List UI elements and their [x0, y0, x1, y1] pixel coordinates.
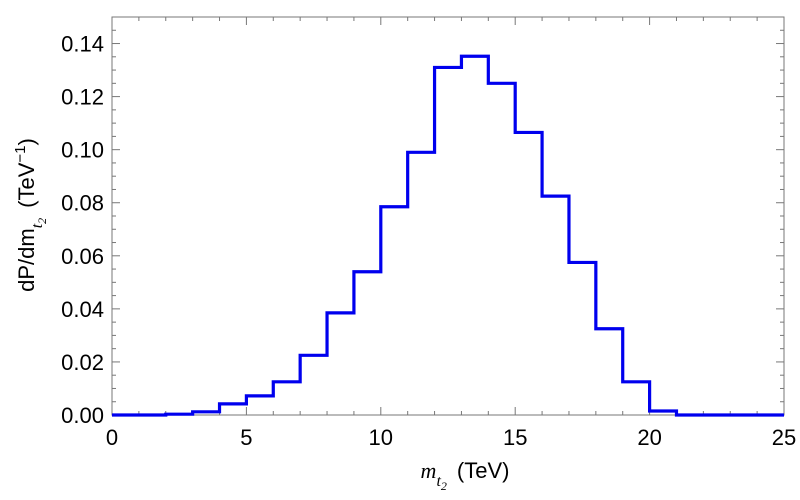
x-tick-label: 10 [369, 425, 393, 450]
histogram-bin [542, 196, 569, 415]
x-tick-label: 5 [240, 425, 252, 450]
y-tick-label: 0.04 [61, 297, 104, 322]
histogram-bin [273, 382, 300, 415]
x-tick-label: 0 [106, 425, 118, 450]
x-tick-label: 25 [772, 425, 796, 450]
histogram-bin [327, 313, 354, 415]
tick-labels: 0 5 10 15 20 25 0.00 0.02 0.04 0.06 0.08 0.10 0.12 0.… [61, 32, 796, 450]
y-tick-label: 0.06 [61, 244, 104, 269]
x-axis-label: mt2(TeV) [421, 458, 510, 493]
histogram-bin [381, 207, 408, 415]
x-tick-label: 20 [637, 425, 661, 450]
histogram-bin [408, 152, 435, 415]
histogram-bin [246, 396, 273, 415]
y-axis-label: dP/dmt2(TeV−1) [12, 138, 49, 292]
histogram-bin [461, 56, 488, 415]
histogram-bin [488, 83, 515, 415]
histogram-bin [193, 412, 220, 415]
histogram-bin [300, 355, 327, 415]
y-tick-label: 0.08 [61, 191, 104, 216]
histogram-bin [623, 382, 650, 415]
axis-ticks [111, 16, 785, 416]
histogram-bin [354, 272, 381, 415]
histogram-bin [166, 414, 193, 415]
y-tick-label: 0.10 [61, 138, 104, 163]
y-tick-label: 0.12 [61, 85, 104, 110]
histogram-bin [515, 132, 542, 415]
histogram-outline [112, 54, 784, 417]
histogram-series [112, 54, 784, 417]
x-tick-label: 15 [503, 425, 527, 450]
histogram-bin [596, 329, 623, 415]
histogram-bin [569, 262, 596, 415]
histogram-bin [650, 411, 677, 415]
y-tick-label: 0.14 [61, 32, 104, 57]
histogram-bin [220, 404, 247, 415]
histogram-bin [435, 67, 462, 415]
y-tick-label: 0.00 [61, 403, 104, 428]
y-tick-label: 0.02 [61, 350, 104, 375]
